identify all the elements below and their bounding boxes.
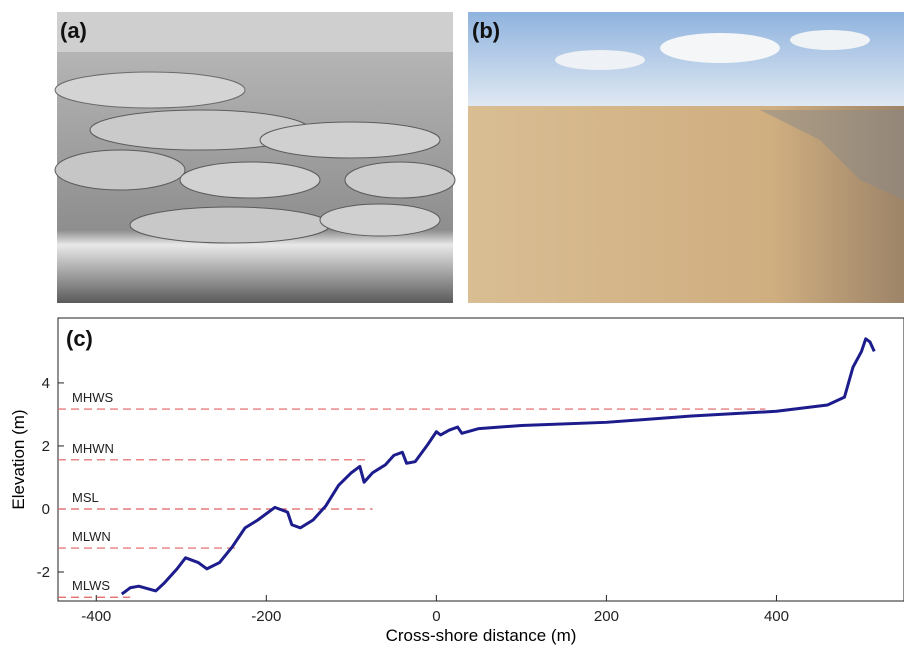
panel-label: (a) bbox=[60, 18, 87, 43]
x-axis-label: Cross-shore distance (m) bbox=[386, 626, 577, 645]
y-tick-label: -2 bbox=[37, 564, 50, 581]
y-axis-label: Elevation (m) bbox=[9, 409, 28, 509]
x-tick-label: -400 bbox=[81, 608, 111, 625]
figure: (a) (b) (c) -400 -200 0 200 400 -2 0 2 4 Cross-sho… bbox=[0, 0, 904, 647]
reference-label: MHWS bbox=[72, 390, 113, 405]
y-tick-label: 4 bbox=[42, 375, 50, 392]
y-tick-label: 2 bbox=[42, 438, 50, 455]
photo-b: (b) bbox=[468, 12, 904, 303]
panel-label: (b) bbox=[472, 18, 500, 43]
reference-label: MLWS bbox=[72, 578, 110, 593]
y-tick-label: 0 bbox=[42, 501, 50, 518]
x-tick-label: 400 bbox=[764, 608, 789, 625]
x-tick-label: -200 bbox=[251, 608, 281, 625]
reference-label: MSL bbox=[72, 490, 99, 505]
photo-a: (a) bbox=[55, 12, 455, 303]
panel-label: (c) bbox=[66, 326, 93, 351]
x-tick-label: 0 bbox=[432, 608, 440, 625]
x-tick-label: 200 bbox=[594, 608, 619, 625]
reference-label: MLWN bbox=[72, 529, 111, 544]
reference-label: MHWN bbox=[72, 441, 114, 456]
